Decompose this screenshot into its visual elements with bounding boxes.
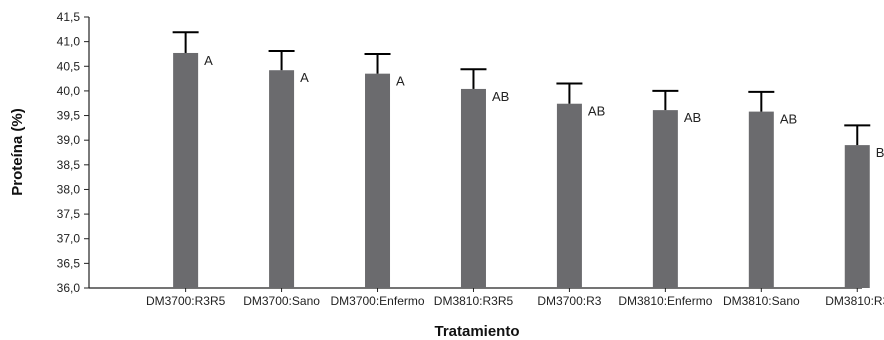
bar <box>269 70 295 289</box>
error-bar <box>268 49 295 71</box>
error-bar <box>364 52 391 74</box>
y-axis <box>84 16 90 289</box>
y-tick-label: 36,0 <box>57 281 81 295</box>
y-axis-title: Proteína (%) <box>9 108 26 196</box>
bars-group <box>173 52 870 289</box>
y-tick-label: 38,0 <box>57 182 81 196</box>
significance-label: A <box>300 70 309 85</box>
y-tick-label: 36,5 <box>57 256 81 270</box>
significance-labels-group: A A A AB AB AB AB B <box>204 53 884 160</box>
error-bar <box>172 31 199 53</box>
bar <box>365 73 391 288</box>
y-tick-label: 41,0 <box>57 35 81 49</box>
bar <box>556 103 582 288</box>
significance-label: B <box>876 145 884 160</box>
significance-label: AB <box>684 110 701 125</box>
x-tick-label: DM3810:R3R5 <box>434 294 514 308</box>
significance-label: AB <box>588 104 605 119</box>
bar <box>748 111 774 288</box>
x-tick-label: DM3700:Sano <box>243 294 320 308</box>
error-bar <box>748 90 775 112</box>
x-tick-label: DM3700:R3 <box>537 294 601 308</box>
significance-label: A <box>204 53 213 68</box>
y-tick-label: 41,5 <box>57 10 81 24</box>
x-tick-label: DM3700:R3R5 <box>146 294 226 308</box>
error-bars-group <box>172 31 871 146</box>
y-tick-label: 40,5 <box>57 59 81 73</box>
y-tick-label: 38,5 <box>57 158 81 172</box>
y-tick-label: 39,5 <box>57 109 81 123</box>
x-tick-labels-group: DM3700:R3R5 DM3700:Sano DM3700:Enfermo DM38… <box>146 294 884 308</box>
error-bar <box>844 124 871 146</box>
y-tick-label: 37,0 <box>57 232 81 246</box>
bar <box>460 88 486 289</box>
x-tick-label: DM3810:Sano <box>723 294 800 308</box>
x-tick-label: DM3700:Enfermo <box>330 294 424 308</box>
y-tick-label: 40,0 <box>57 84 81 98</box>
x-axis-title: Tratamiento <box>434 323 519 340</box>
y-tick-labels-group: 36,0 36,5 37,0 37,5 38,0 38,5 39,0 39,5 40,0 40,5… <box>57 10 81 295</box>
error-bar <box>460 68 487 89</box>
y-tick-label: 37,5 <box>57 207 81 221</box>
error-bar <box>652 89 679 111</box>
error-bar <box>556 82 583 104</box>
bar <box>173 52 199 289</box>
significance-label: AB <box>492 89 509 104</box>
y-tick-label: 39,0 <box>57 133 81 147</box>
significance-label: AB <box>780 112 797 127</box>
x-axis <box>89 287 862 292</box>
bar <box>652 110 678 288</box>
x-tick-label: DM3810:Enfermo <box>618 294 712 308</box>
x-tick-label: DM3810:R3 <box>825 294 884 308</box>
significance-label: A <box>396 74 405 89</box>
bar <box>844 145 870 288</box>
